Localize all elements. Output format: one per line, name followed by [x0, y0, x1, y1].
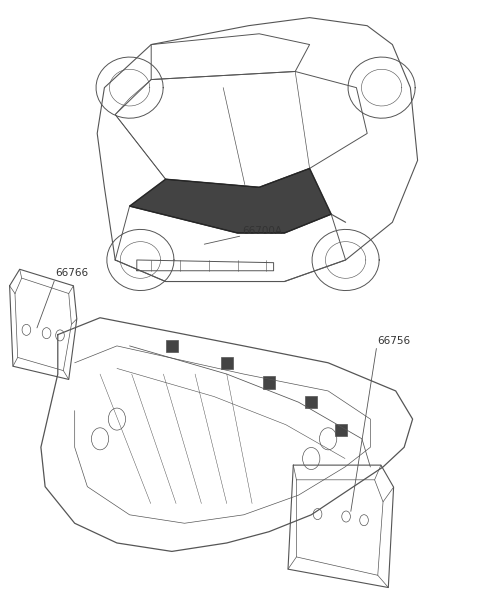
Bar: [221, 357, 232, 369]
Polygon shape: [130, 168, 331, 233]
Text: 66756: 66756: [377, 336, 410, 346]
Text: 66766: 66766: [55, 269, 88, 278]
Bar: [335, 424, 347, 436]
Text: 66700A: 66700A: [242, 226, 282, 236]
Bar: [305, 396, 317, 408]
Bar: [166, 340, 178, 352]
Bar: [263, 376, 275, 389]
